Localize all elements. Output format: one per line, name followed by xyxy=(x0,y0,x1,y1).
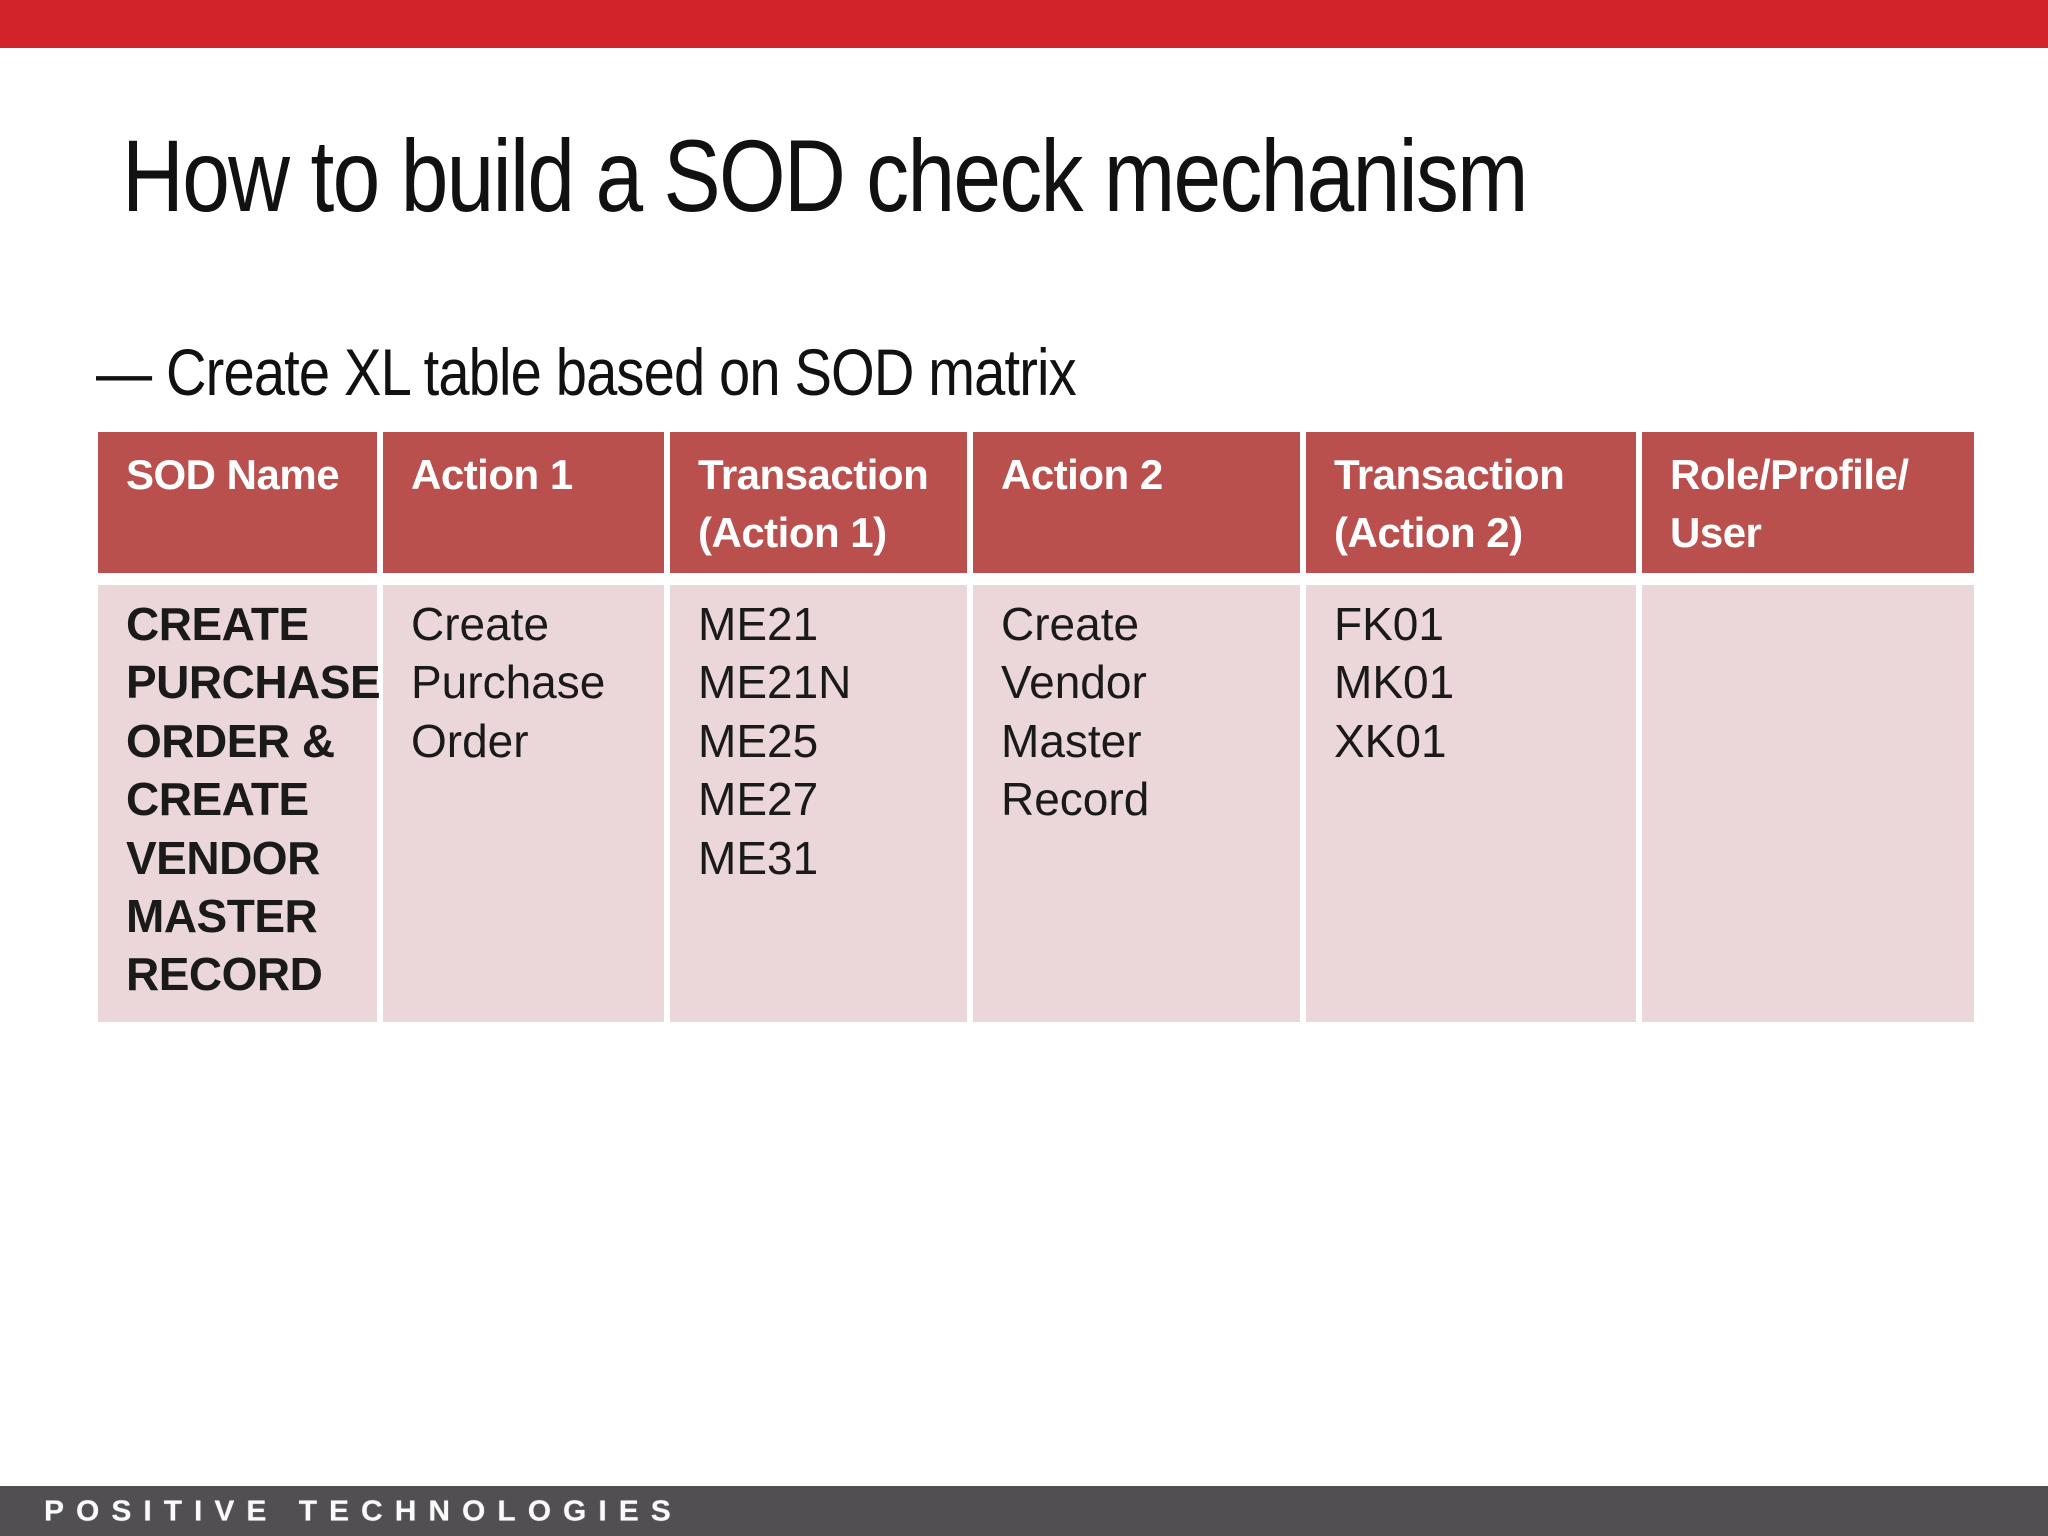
cell-role-profile-user xyxy=(1642,585,1974,1022)
top-accent-bar xyxy=(0,0,2048,48)
column-header-transaction-action-2: Transaction (Action 2) xyxy=(1306,432,1636,573)
page-title: How to build a SOD check mechanism xyxy=(122,119,1528,233)
column-header-action-1: Action 1 xyxy=(383,432,664,573)
footer-bar: POSITIVE TECHNOLOGIES xyxy=(0,1486,2048,1536)
cell-transaction-action-1: ME21 ME21N ME25 ME27 ME31 xyxy=(670,585,967,1022)
cell-transaction-action-2: FK01 MK01 XK01 xyxy=(1306,585,1636,1022)
cell-action-2: Create Vendor Master Record xyxy=(973,585,1300,1022)
cell-sod-name: CREATE PURCHASE ORDER & CREATE VENDOR MA… xyxy=(98,585,381,1022)
positive-technologies-logo: POSITIVE TECHNOLOGIES xyxy=(44,1495,683,1528)
column-header-role-profile-user: Role/Profile/ User xyxy=(1642,432,1974,573)
table-row: CREATE PURCHASE ORDER & CREATE VENDOR MA… xyxy=(98,585,1974,1022)
cell-action-1: Create Purchase Order xyxy=(383,585,664,1022)
sod-matrix-table: SOD Name Action 1 Transaction (Action 1)… xyxy=(98,432,1974,1022)
column-header-sod-name: SOD Name xyxy=(98,432,377,573)
table-header-row: SOD Name Action 1 Transaction (Action 1)… xyxy=(98,432,1974,573)
bullet-line: — Create XL table based on SOD matrix xyxy=(96,335,1077,409)
column-header-transaction-action-1: Transaction (Action 1) xyxy=(670,432,967,573)
column-header-action-2: Action 2 xyxy=(973,432,1300,573)
